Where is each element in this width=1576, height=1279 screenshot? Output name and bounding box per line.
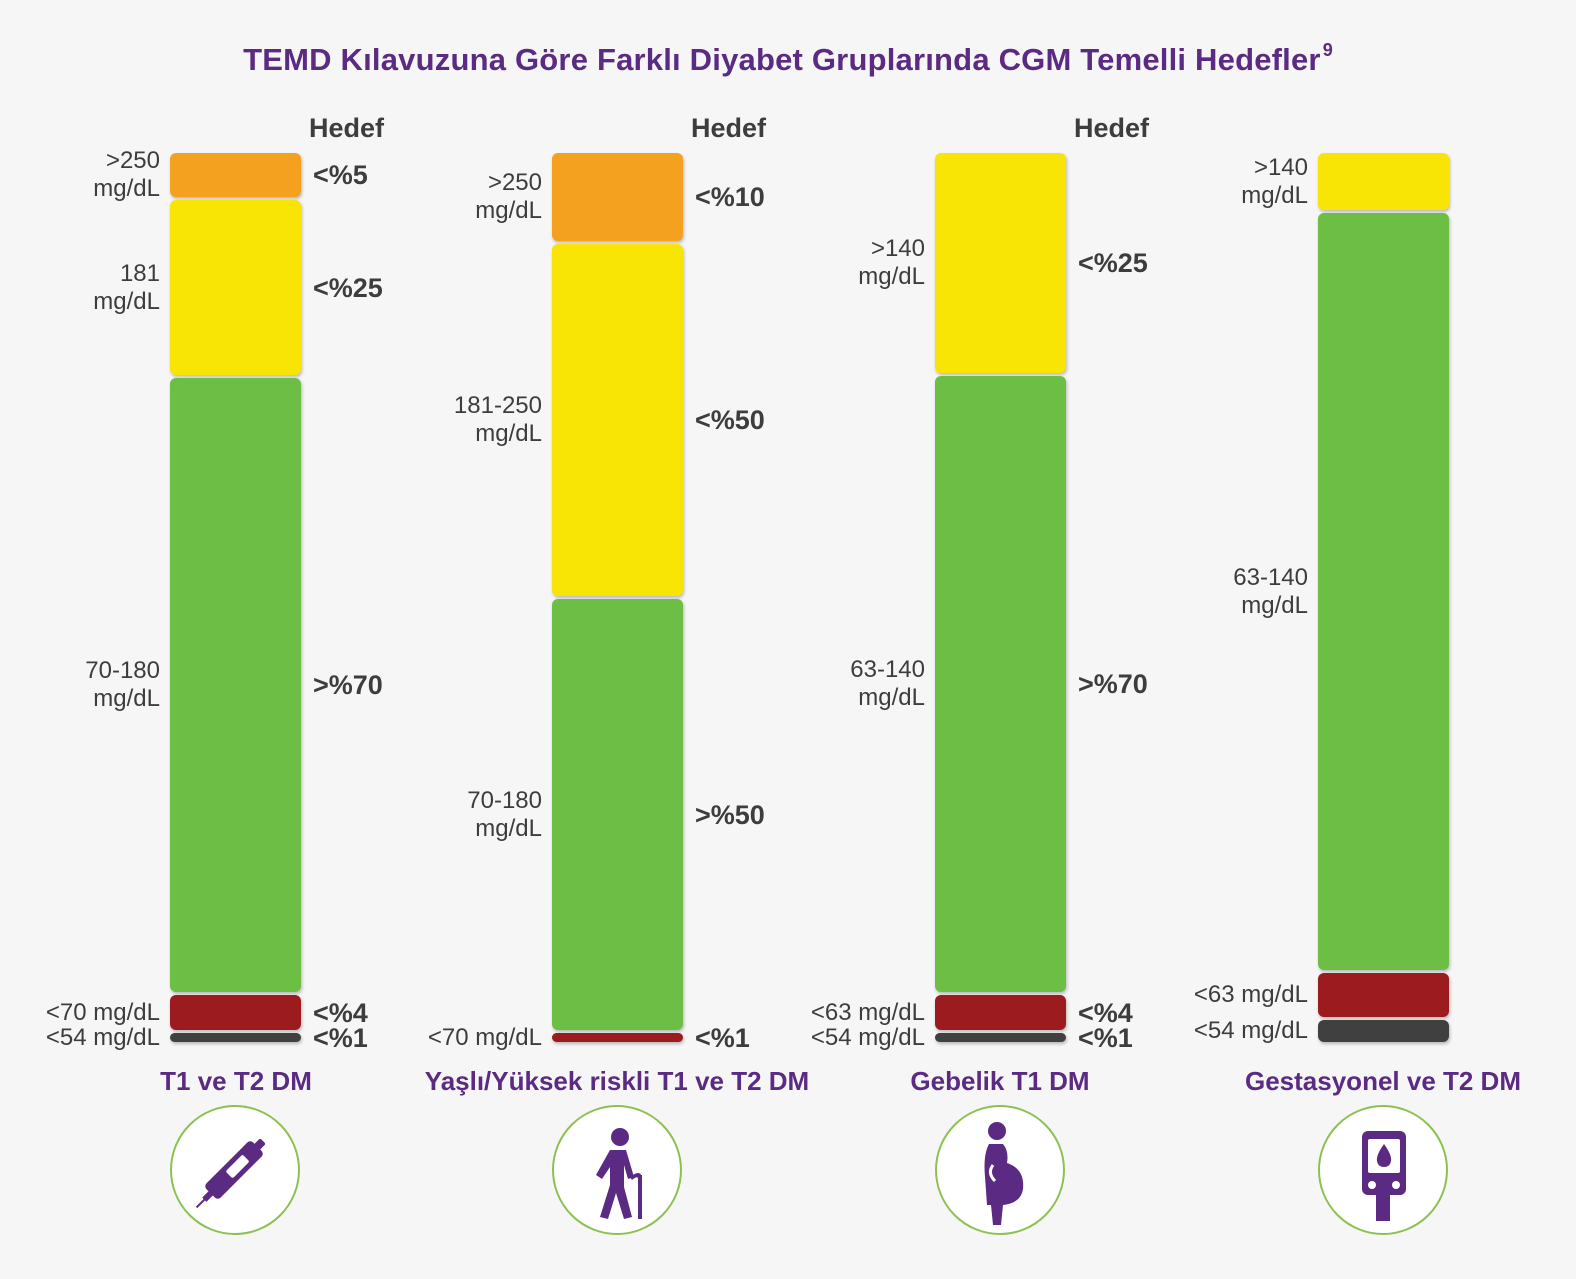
target-value: <%1 xyxy=(1078,1022,1133,1053)
bar-segment xyxy=(1318,213,1449,970)
group-label: Gebelik T1 DM xyxy=(910,1066,1090,1096)
bar-segment xyxy=(1318,1020,1449,1042)
page-title: TEMD Kılavuzuna Göre Farklı Diyabet Grup… xyxy=(243,40,1333,77)
bar-segment xyxy=(170,199,301,376)
range-label: <54 mg/dL xyxy=(1193,1017,1308,1044)
group-label: Gestasyonel ve T2 DM xyxy=(1245,1066,1521,1096)
target-value: <%5 xyxy=(313,159,368,190)
bar-segment xyxy=(552,1033,683,1042)
target-value: >%70 xyxy=(313,670,383,701)
target-header: Hedef xyxy=(1074,113,1150,143)
target-header: Hedef xyxy=(309,113,385,143)
bar-segment xyxy=(1318,153,1449,211)
bar-segment xyxy=(552,244,683,596)
elderly-person-with-cane-icon xyxy=(552,1105,682,1235)
range-label: 70-180 mg/dL xyxy=(85,657,160,713)
target-header: Hedef xyxy=(691,113,767,143)
range-label: <70 mg/dL xyxy=(45,998,160,1026)
range-label: >140 mg/dL xyxy=(858,235,925,290)
bar-segment xyxy=(170,378,301,993)
bar-segment xyxy=(935,1033,1066,1042)
pregnant-woman-icon xyxy=(935,1105,1065,1235)
range-label: 181-250 mg/dL xyxy=(453,392,542,447)
group-label: Yaşlı/Yüksek riskli T1 ve T2 DM xyxy=(424,1066,810,1096)
target-value: >%50 xyxy=(695,799,765,830)
group-label: T1 ve T2 DM xyxy=(160,1066,312,1096)
target-value: <%25 xyxy=(1078,248,1148,278)
bar-segment xyxy=(170,1033,301,1042)
range-label: 63-140 mg/dL xyxy=(1233,563,1308,619)
bar-segment xyxy=(552,153,683,241)
target-value: <%1 xyxy=(313,1022,368,1053)
target-value: <%25 xyxy=(313,272,383,303)
range-label: <63 mg/dL xyxy=(810,998,925,1026)
range-label: 181 mg/dL xyxy=(93,259,160,315)
target-value: <%4 xyxy=(1078,997,1133,1028)
bar-segment xyxy=(935,153,1066,373)
range-label: 70-180 mg/dL xyxy=(467,786,542,842)
range-label: <54 mg/dL xyxy=(810,1023,925,1051)
range-label: >250 mg/dL xyxy=(475,169,542,224)
range-label: >250 mg/dL xyxy=(93,146,160,202)
insulin-pen-icon xyxy=(170,1105,300,1235)
bar-segment xyxy=(552,599,683,1031)
target-value: <%1 xyxy=(695,1022,750,1053)
bar-segment xyxy=(935,376,1066,992)
bar-segment xyxy=(935,995,1066,1031)
glucose-meter-icon xyxy=(1318,1105,1448,1235)
range-label: <54 mg/dL xyxy=(45,1023,160,1051)
range-label: <70 mg/dL xyxy=(427,1023,542,1051)
target-value: <%50 xyxy=(695,405,765,435)
range-label: >140 mg/dL xyxy=(1241,153,1308,209)
bar-segment xyxy=(1318,973,1449,1017)
target-value: >%70 xyxy=(1078,669,1148,699)
range-label: <63 mg/dL xyxy=(1193,981,1308,1008)
bar-segment xyxy=(170,995,301,1031)
bar-segment xyxy=(170,153,301,197)
target-value: <%10 xyxy=(695,182,765,212)
range-label: 63-140 mg/dL xyxy=(850,656,925,711)
target-value: <%4 xyxy=(313,997,368,1028)
